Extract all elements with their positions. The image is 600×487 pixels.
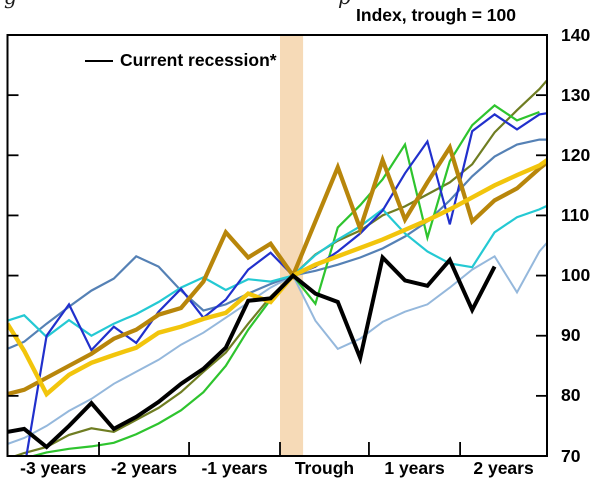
y-axis-label-140: 140	[561, 24, 591, 45]
series-line-steel	[7, 138, 547, 350]
plot-border	[6, 34, 548, 457]
cropped-text-fragment: g	[4, 0, 17, 9]
series-line-goldenrod	[7, 142, 547, 397]
y-axis-label-110: 110	[561, 204, 590, 225]
y-axis-label-130: 130	[561, 84, 591, 105]
x-axis-label-2: -2 years	[110, 458, 178, 478]
y-axis-label-90: 90	[561, 325, 581, 346]
trough-band	[280, 35, 304, 456]
cropped-text-fragment: p	[338, 0, 351, 9]
x-axis-label-4: Trough	[294, 458, 355, 478]
x-axis-label-3: -1 years	[201, 458, 268, 478]
cropped-text-row: gp	[0, 0, 600, 9]
series-line-current-recession	[7, 253, 497, 450]
x-axis-label-1: -3 years	[20, 458, 87, 478]
x-axis-label-6: 2 years	[473, 458, 534, 478]
y-axis-label-120: 120	[561, 144, 591, 165]
y-axis-label-100: 100	[561, 265, 591, 286]
x-axis-label-5: 1 years	[384, 458, 445, 478]
legend: Current recession*	[85, 50, 277, 71]
series-line-cyan	[7, 204, 547, 339]
series-line-lightsteel	[7, 241, 547, 445]
legend-line-swatch	[85, 59, 113, 62]
chart-title: Index, trough = 100	[356, 5, 516, 25]
legend-label: Current recession*	[120, 50, 277, 70]
y-axis-label-80: 80	[561, 385, 581, 406]
y-axis-label-70: 70	[561, 445, 581, 466]
